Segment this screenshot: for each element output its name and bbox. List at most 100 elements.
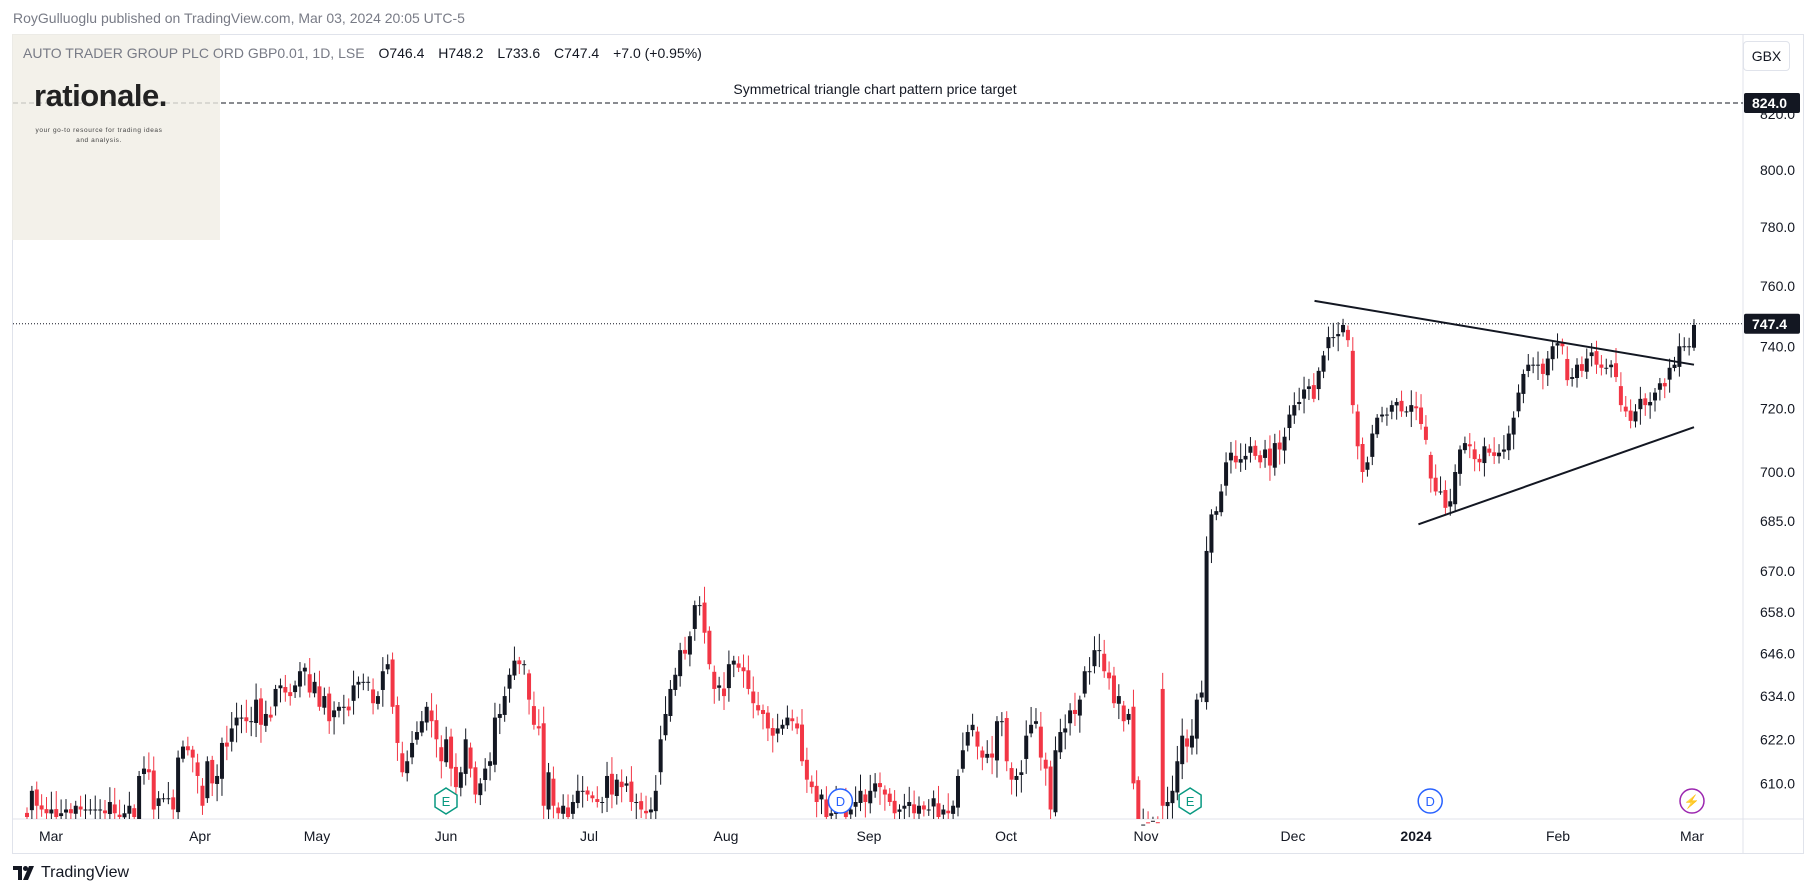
candle-body	[1550, 346, 1555, 360]
candle-body	[761, 710, 766, 714]
candle-body	[444, 739, 449, 763]
candle-body	[1209, 514, 1214, 553]
candle-body	[1623, 406, 1628, 412]
open-value: O746.4	[378, 45, 425, 61]
candle-body	[1116, 696, 1121, 704]
candle-body	[63, 809, 68, 813]
candle-body	[322, 696, 327, 708]
candle-body	[1189, 735, 1194, 748]
candle-body	[882, 789, 887, 795]
candle-body	[1141, 824, 1146, 826]
candle-body	[1263, 449, 1268, 458]
event-marker-label: E	[1186, 794, 1195, 809]
candle-body	[1233, 455, 1238, 463]
candle-body	[151, 770, 156, 810]
candle-body	[1297, 401, 1302, 405]
price-tick-label: 800.0	[1760, 162, 1795, 178]
candle-body	[224, 742, 229, 747]
candle-body	[795, 723, 800, 729]
candle-body	[1448, 501, 1453, 507]
candle-body	[478, 783, 483, 796]
candle-body	[366, 681, 371, 683]
candle-body	[580, 790, 585, 792]
candle-body	[1492, 452, 1497, 456]
candle-body	[283, 686, 288, 693]
candle-body	[751, 691, 756, 704]
candle-body	[1033, 721, 1038, 724]
candle-body	[853, 802, 858, 807]
candle-body	[1667, 367, 1672, 380]
candle-body	[1521, 373, 1526, 394]
candle-body	[1111, 675, 1116, 704]
candle-body	[341, 706, 346, 708]
candle-body	[1579, 364, 1584, 371]
candle-body	[73, 805, 78, 814]
candle-body	[955, 775, 960, 808]
candle-body	[707, 630, 712, 665]
candle-body	[453, 766, 458, 788]
candle-body	[1175, 761, 1180, 793]
candle-body	[1511, 417, 1516, 435]
currency-button[interactable]: GBX	[1743, 41, 1790, 71]
symbol-info: AUTO TRADER GROUP PLC ORD GBP0.01, 1D, L…	[23, 45, 712, 61]
candle-body	[648, 809, 653, 813]
candle-body	[254, 699, 259, 723]
candle-body	[210, 759, 215, 784]
candle-body	[907, 802, 912, 806]
candle-body	[1248, 446, 1253, 453]
candle-body	[575, 790, 580, 804]
candle-body	[1267, 448, 1272, 466]
candle-body	[819, 794, 824, 800]
candle-body	[1316, 370, 1321, 390]
candle-body	[458, 772, 463, 788]
candle-body	[1555, 343, 1560, 346]
candle-body	[1570, 377, 1575, 379]
candle-body	[205, 761, 210, 799]
candle-body	[1682, 346, 1687, 348]
candle-body	[712, 671, 717, 689]
candle-body	[561, 805, 566, 814]
candle-body	[1180, 735, 1185, 765]
candle-body	[770, 728, 775, 736]
candle-body	[1019, 772, 1024, 775]
candle-body	[921, 805, 926, 810]
candle-body	[1292, 405, 1297, 416]
candle-body	[176, 757, 181, 813]
candle-body	[527, 673, 532, 700]
candle-body	[1399, 400, 1404, 412]
price-tick-label: 720.0	[1760, 400, 1795, 416]
candle-body	[244, 717, 249, 722]
candle-body	[1150, 820, 1155, 822]
symbol-name[interactable]: AUTO TRADER GROUP PLC ORD GBP0.01, 1D, L…	[23, 45, 365, 61]
candle-body	[912, 804, 917, 814]
candle-body	[741, 667, 746, 672]
candle-body	[273, 688, 278, 707]
candle-body	[102, 810, 107, 814]
candle-body	[1638, 398, 1643, 410]
candle-body	[1029, 724, 1034, 734]
candle-body	[263, 713, 268, 726]
candle-body	[371, 689, 376, 704]
candle-body	[1087, 671, 1092, 673]
publisher-line: RoyGulluoglu published on TradingView.co…	[13, 10, 465, 26]
candle-body	[590, 795, 595, 799]
candle-body	[931, 798, 936, 807]
event-marker-label: D	[836, 794, 845, 809]
chart-frame[interactable]: Mar Apr May Jun Jul Aug Sep Oct Nov Dec 2024 Feb Mar…	[12, 34, 1804, 854]
candle-body	[605, 775, 610, 798]
candle-body	[180, 746, 185, 759]
candle-body	[926, 809, 931, 811]
candle-body	[1404, 411, 1409, 413]
candle-body	[166, 798, 171, 800]
tradingview-logo-icon[interactable]	[13, 866, 35, 880]
candle-body	[980, 750, 985, 758]
candle-body	[541, 723, 546, 806]
candle-body	[1614, 363, 1619, 378]
candle-body	[1199, 692, 1204, 698]
candle-body	[1672, 364, 1677, 369]
footer-brand[interactable]: TradingView	[41, 864, 130, 881]
candle-body	[1380, 414, 1385, 417]
price-tick-label: 685.0	[1760, 513, 1795, 529]
candle-body	[156, 798, 161, 806]
price-chart[interactable]: Mar Apr May Jun Jul Aug Sep Oct Nov Dec 2024 Feb Mar…	[13, 35, 1803, 853]
